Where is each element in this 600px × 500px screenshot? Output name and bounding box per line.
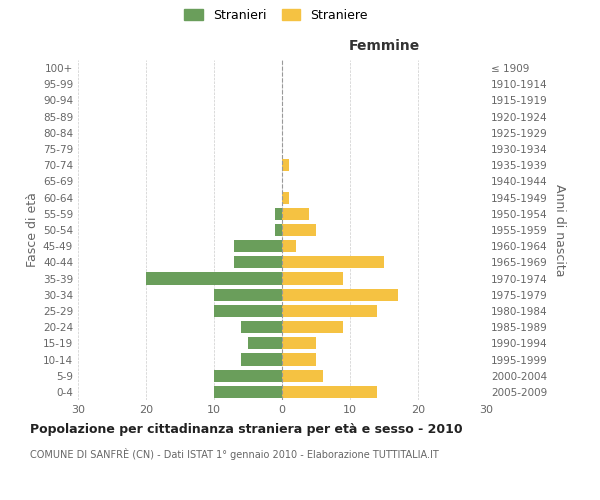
Bar <box>214 386 282 398</box>
Bar <box>241 354 282 366</box>
Bar <box>282 159 289 172</box>
Bar <box>282 321 343 333</box>
Bar <box>282 272 343 284</box>
Text: COMUNE DI SANFRÈ (CN) - Dati ISTAT 1° gennaio 2010 - Elaborazione TUTTITALIA.IT: COMUNE DI SANFRÈ (CN) - Dati ISTAT 1° ge… <box>30 448 439 460</box>
Y-axis label: Fasce di età: Fasce di età <box>26 192 39 268</box>
Bar <box>282 338 316 349</box>
Y-axis label: Anni di nascita: Anni di nascita <box>553 184 566 276</box>
Text: Femmine: Femmine <box>349 39 419 53</box>
Bar <box>235 256 282 268</box>
Bar <box>282 192 289 203</box>
Bar <box>282 208 309 220</box>
Legend: Stranieri, Straniere: Stranieri, Straniere <box>184 8 368 22</box>
Bar <box>282 386 377 398</box>
Bar <box>282 240 296 252</box>
Bar <box>214 288 282 301</box>
Text: Popolazione per cittadinanza straniera per età e sesso - 2010: Popolazione per cittadinanza straniera p… <box>30 422 463 436</box>
Bar <box>248 338 282 349</box>
Bar <box>275 208 282 220</box>
Bar <box>282 305 377 317</box>
Bar <box>282 256 384 268</box>
Bar <box>282 224 316 236</box>
Bar <box>282 354 316 366</box>
Bar <box>282 288 398 301</box>
Bar <box>235 240 282 252</box>
Bar <box>241 321 282 333</box>
Bar <box>282 370 323 382</box>
Bar <box>146 272 282 284</box>
Bar <box>214 370 282 382</box>
Bar <box>214 305 282 317</box>
Bar <box>275 224 282 236</box>
